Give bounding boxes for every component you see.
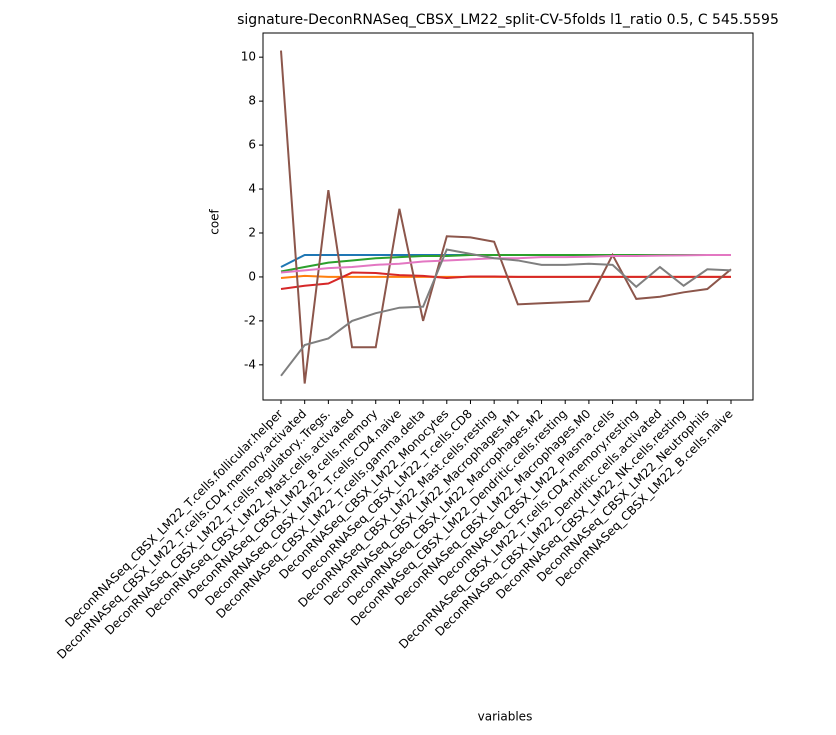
series-line: [280, 271, 731, 291]
series-line: [280, 253, 731, 274]
plot-frame: [262, 32, 754, 401]
y-tick-label: -2: [244, 313, 256, 327]
y-tick-label: 0: [248, 269, 256, 283]
chart-title: signature-DeconRNASeq_CBSX_LM22_split-CV…: [237, 12, 779, 28]
series-line: [280, 248, 732, 377]
y-tick-label: 4: [248, 182, 256, 196]
series-line: [280, 50, 732, 384]
y-tick-label: 10: [241, 50, 256, 64]
y-tick-label: -4: [244, 357, 256, 371]
y-tick-label: 6: [248, 138, 256, 152]
x-axis-label: variables: [478, 710, 533, 724]
y-tick-label: 8: [248, 94, 256, 108]
y-axis-label: coef: [208, 208, 222, 234]
y-tick-label: 2: [248, 225, 256, 239]
